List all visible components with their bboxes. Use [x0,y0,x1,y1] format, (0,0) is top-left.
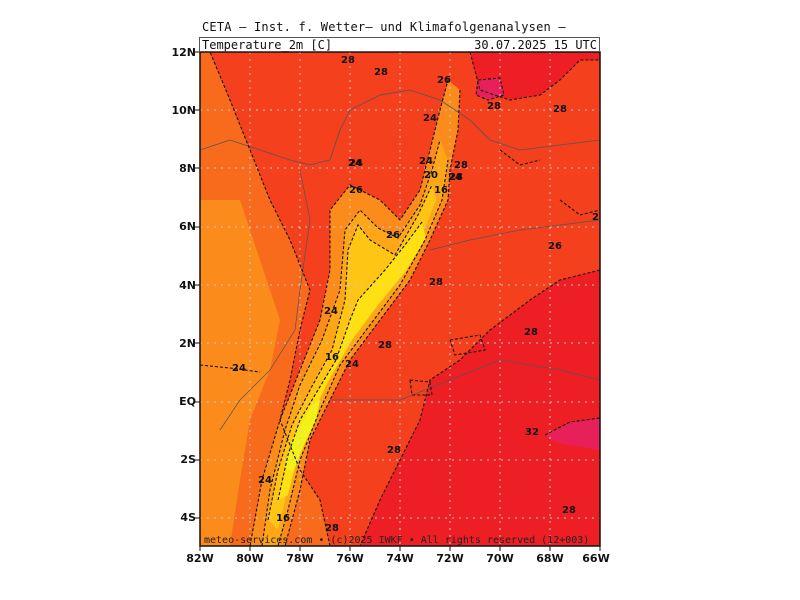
lon-label: 78W [286,552,314,565]
lat-label: 4S [180,511,196,524]
contour-label: 24 [324,306,338,317]
contour-label: 26 [548,241,562,252]
parameter-label: Temperature_2m [C] [202,38,333,52]
lon-label: 80W [236,552,264,565]
lon-label: 68W [536,552,564,565]
contour-label: 24 [349,158,363,169]
valid-time: 30.07.2025 15 UTC [474,38,597,52]
contour-label: 32 [525,427,539,438]
contour-label: 26 [437,75,451,86]
contour-label: 28 [524,327,538,338]
contour-label: 28 [378,340,392,351]
lon-label: 66W [582,552,610,565]
lon-label: 82W [186,552,214,565]
contour-label: 24 [345,359,359,370]
lat-label: 12N [171,46,196,59]
axis-ticks [194,51,601,551]
country-border [219,169,600,431]
temp-field-24-west [200,200,280,546]
temp-field-30-east [360,270,600,546]
contour-label: 16 [434,185,448,196]
lat-label: 6N [179,220,196,233]
contour-label: 28 [387,445,401,456]
lat-label: 4N [179,279,196,292]
contour-label: 28 [562,505,576,516]
contour-label: 28 [374,67,388,78]
contour-label: 28 [553,104,567,115]
contour-labels: 2828262428282428242016262824242628262428… [232,55,606,534]
map-title: CETA — Inst. f. Wetter— und Klimafolgena… [202,20,566,34]
contour-label: 26 [386,230,400,241]
contour-label: 24 [232,363,246,374]
copyright-footer: meteo-services.com • (c)2025 IWKF • All … [204,535,590,546]
lon-label: 74W [386,552,414,565]
contour-label: 28 [341,55,355,66]
contour-label: 24 [348,158,362,169]
lon-label: 72W [436,552,464,565]
contour-label: 28 [449,172,463,183]
contour-label: 28 [429,277,443,288]
contour-label: 28 [487,101,501,112]
contour-label: 28 [454,160,468,171]
contour-label: 24 [448,172,462,183]
coastline [200,89,600,166]
contour-label: 28 [325,523,339,534]
graticule [200,52,600,546]
lat-label: EQ [179,395,196,408]
contour-label: 16 [325,352,339,363]
contour-label: 16 [276,513,290,524]
contour-label: 24 [423,113,437,124]
lat-label: 10N [171,104,196,117]
andes-band-18 [278,222,426,500]
lat-label: 8N [179,162,196,175]
contour-label: 28 [592,212,606,223]
lon-label: 70W [486,552,514,565]
contours [200,52,600,546]
temp-field-32-ne [476,78,504,100]
contour-label: 20 [424,170,438,181]
contour-label: 26 [349,185,363,196]
temp-field-32-se [545,418,600,450]
subtitle-box [199,37,600,52]
lat-label: 2S [180,453,196,466]
contour-label: 24 [419,156,433,167]
contour-label: 24 [258,475,272,486]
lon-label: 76W [336,552,364,565]
lat-label: 2N [179,337,196,350]
